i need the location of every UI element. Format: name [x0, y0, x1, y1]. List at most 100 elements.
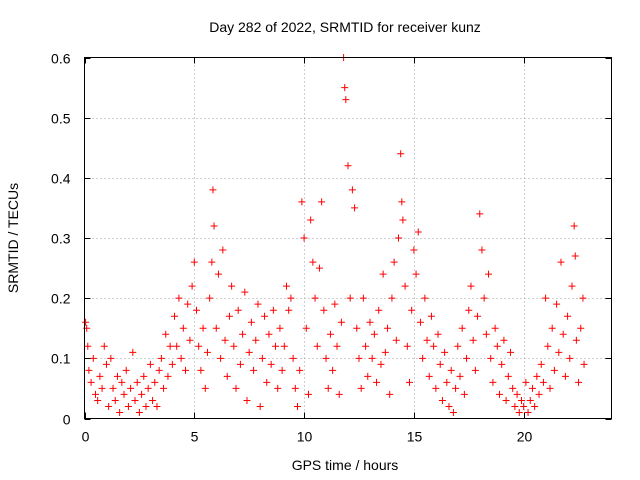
data-point [544, 342, 552, 350]
data-point [557, 258, 565, 266]
data-point [285, 306, 293, 314]
data-point [570, 222, 578, 230]
data-point [399, 216, 407, 224]
data-point [386, 390, 394, 398]
data-point [195, 342, 203, 350]
data-point [438, 396, 446, 404]
data-point [186, 336, 194, 344]
data-point [315, 264, 323, 272]
data-point [102, 360, 110, 368]
data-point [434, 330, 442, 338]
data-point [171, 312, 179, 320]
data-point [190, 258, 198, 266]
data-point [214, 270, 222, 278]
data-point [82, 318, 90, 326]
data-point [120, 390, 128, 398]
y-axis-label: SRMTID / TECUs [5, 183, 21, 293]
data-point [436, 360, 444, 368]
data-point [267, 360, 275, 368]
data-point [460, 390, 468, 398]
data-point [89, 354, 97, 362]
data-point [293, 402, 301, 410]
data-point [320, 306, 328, 314]
data-point [513, 390, 521, 398]
data-point [401, 282, 409, 290]
data-point [456, 372, 464, 380]
data-point [87, 378, 95, 386]
data-point [421, 294, 429, 302]
data-point [553, 300, 561, 308]
data-point [480, 294, 488, 302]
data-point [419, 354, 427, 362]
axis-ticks: 0 0.1 0.2 0.3 0.4 0.5 0.6 0 5 10 15 20 [51, 51, 612, 445]
data-point [566, 354, 574, 362]
y-tick-label: 0.1 [51, 351, 71, 367]
data-point [138, 390, 146, 398]
data-point [482, 330, 490, 338]
data-point [217, 354, 225, 362]
data-point [427, 312, 435, 320]
data-point [111, 396, 119, 404]
data-point [342, 96, 350, 104]
data-point [432, 384, 440, 392]
x-tick-label: 20 [517, 429, 533, 445]
data-point [278, 366, 286, 374]
data-point [212, 324, 220, 332]
x-axis-label: GPS time / hours [292, 457, 399, 473]
data-point [133, 378, 141, 386]
data-point [182, 366, 190, 374]
data-point [168, 360, 176, 368]
data-point [91, 390, 99, 398]
data-point [579, 294, 587, 302]
data-point [131, 396, 139, 404]
data-point [452, 384, 460, 392]
data-point [528, 384, 536, 392]
data-point [368, 354, 376, 362]
data-point [539, 378, 547, 386]
data-point [296, 366, 304, 374]
data-point [425, 372, 433, 380]
data-point [463, 354, 471, 362]
data-point [116, 408, 124, 416]
data-point [377, 360, 385, 368]
data-point [157, 354, 165, 362]
data-point [84, 342, 92, 350]
data-point [236, 360, 244, 368]
data-point [362, 342, 370, 350]
data-point [239, 330, 247, 338]
data-point [467, 282, 475, 290]
data-point [153, 402, 161, 410]
data-point [219, 246, 227, 254]
data-point [149, 396, 157, 404]
data-point [129, 348, 137, 356]
data-point [353, 324, 361, 332]
plot-frame [84, 57, 612, 419]
data-point [289, 354, 297, 362]
data-point [474, 312, 482, 320]
data-point [155, 366, 163, 374]
data-point [388, 294, 396, 302]
data-point [568, 282, 576, 290]
data-point [94, 396, 102, 404]
data-point [276, 324, 284, 332]
data-point [548, 324, 556, 332]
data-point [269, 306, 277, 314]
data-point [575, 378, 583, 386]
data-point [348, 186, 356, 194]
data-point [564, 312, 572, 320]
y-tick-label: 0.6 [51, 51, 71, 67]
data-point [392, 336, 400, 344]
x-tick-label: 15 [407, 429, 423, 445]
data-point [408, 306, 416, 314]
data-point [364, 372, 372, 380]
data-point [498, 360, 506, 368]
data-point [208, 258, 216, 266]
data-point [561, 372, 569, 380]
data-point [265, 330, 273, 338]
data-point [465, 306, 473, 314]
data-point [405, 378, 413, 386]
data-point [535, 390, 543, 398]
data-point [210, 222, 218, 230]
data-point [201, 384, 209, 392]
